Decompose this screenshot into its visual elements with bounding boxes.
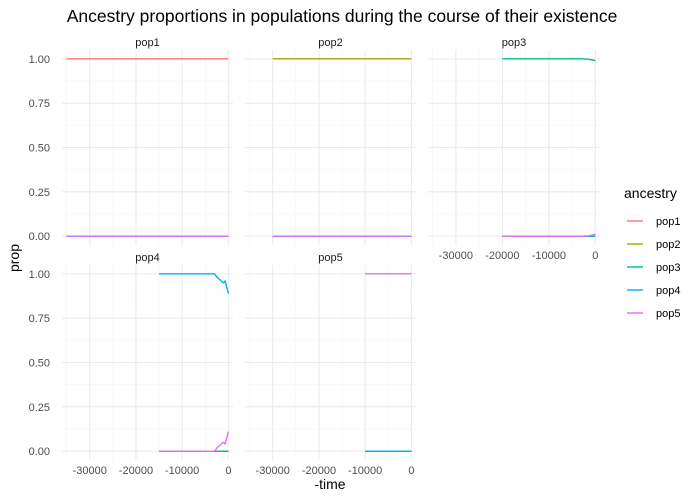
legend-label: pop4 bbox=[656, 285, 680, 297]
x-tick-label: -30000 bbox=[439, 250, 473, 262]
y-tick-label: 0.50 bbox=[29, 143, 50, 155]
y-tick-label: 0.75 bbox=[29, 313, 50, 325]
y-tick-label: 0.00 bbox=[29, 231, 50, 243]
legend-label: pop5 bbox=[656, 308, 680, 320]
x-tick-label: -20000 bbox=[119, 465, 153, 477]
facet-panels: pop1 0.00 0.25 0.50 0.75 1.00 pop2 pop3 -30000 -2… bbox=[29, 37, 600, 477]
facet-strip-label: pop5 bbox=[318, 252, 342, 264]
y-axis-title: prop bbox=[6, 244, 22, 272]
x-tick-label: -10000 bbox=[165, 465, 199, 477]
facet-panel-pop1: pop1 0.00 0.25 0.50 0.75 1.00 bbox=[29, 37, 233, 245]
facet-strip-label: pop4 bbox=[135, 252, 159, 264]
x-tick-label: -20000 bbox=[302, 465, 336, 477]
facet-panel-pop3: pop3 -30000 -20000 -10000 0 bbox=[428, 37, 600, 262]
legend-entry-pop5: pop5 bbox=[627, 308, 680, 320]
legend-label: pop2 bbox=[656, 239, 680, 251]
y-tick-label: 1.00 bbox=[29, 269, 50, 281]
legend-entry-pop2: pop2 bbox=[627, 239, 680, 251]
x-tick-label: -20000 bbox=[485, 250, 519, 262]
series-line-pop4 bbox=[159, 273, 230, 294]
facet-strip-label: pop1 bbox=[135, 37, 159, 49]
x-tick-label: 0 bbox=[592, 250, 598, 262]
y-tick-label: 0.00 bbox=[29, 446, 50, 458]
legend-entry-pop1: pop1 bbox=[627, 216, 680, 228]
legend-entry-pop4: pop4 bbox=[627, 285, 680, 297]
x-tick-label: -30000 bbox=[73, 465, 107, 477]
facet-panel-pop5: pop5 -30000 -20000 -10000 0 bbox=[245, 252, 416, 477]
x-tick-label: -10000 bbox=[348, 465, 382, 477]
legend-entry-pop3: pop3 bbox=[627, 262, 680, 274]
series-line-pop5 bbox=[502, 233, 596, 237]
legend-label: pop3 bbox=[656, 262, 680, 274]
x-tick-label: 0 bbox=[225, 465, 231, 477]
legend-entries: pop1 pop2 pop3 pop4 pop5 bbox=[627, 216, 680, 320]
facet-strip-label: pop3 bbox=[502, 37, 526, 49]
series-line-pop3 bbox=[502, 58, 596, 62]
facet-panel-pop2: pop2 bbox=[245, 37, 416, 245]
y-tick-label: 0.50 bbox=[29, 358, 50, 370]
series-line-pop5 bbox=[159, 431, 230, 452]
facet-panel-pop4: pop4 0.00 0.25 0.50 0.75 1.00 -30000 -20000 -100… bbox=[29, 252, 233, 477]
y-tick-label: 0.75 bbox=[29, 98, 50, 110]
chart-title: Ancestry proportions in populations duri… bbox=[67, 6, 618, 26]
x-tick-label: -10000 bbox=[532, 250, 566, 262]
legend-label: pop1 bbox=[656, 216, 680, 228]
facet-strip-label: pop2 bbox=[318, 37, 342, 49]
legend: ancestry pop1 pop2 pop3 pop4 pop5 bbox=[624, 185, 680, 320]
y-tick-label: 1.00 bbox=[29, 54, 50, 66]
x-tick-label: 0 bbox=[408, 465, 414, 477]
y-tick-label: 0.25 bbox=[29, 402, 50, 414]
y-tick-label: 0.25 bbox=[29, 187, 50, 199]
x-axis-title: -time bbox=[314, 476, 345, 492]
x-tick-label: -30000 bbox=[256, 465, 290, 477]
legend-title: ancestry bbox=[624, 185, 677, 201]
